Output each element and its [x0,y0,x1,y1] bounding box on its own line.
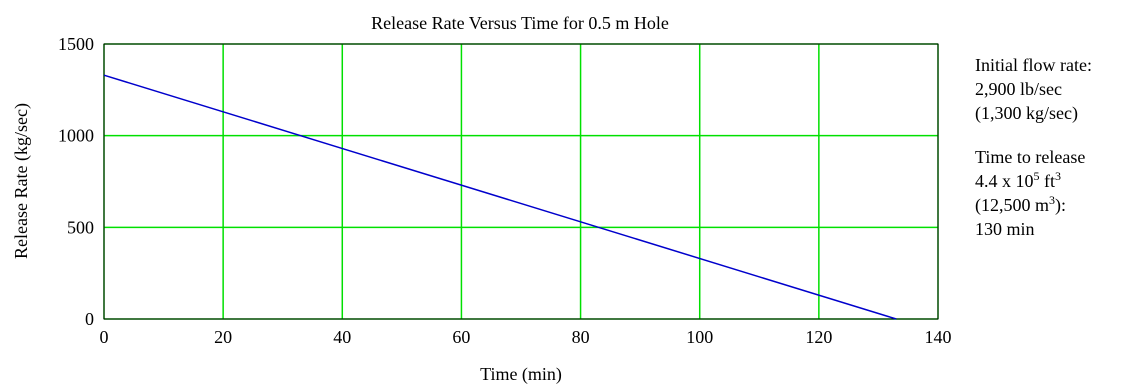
flow-english: 2,900 lb/sec [975,79,1062,99]
x-axis-label: Time (min) [480,364,562,385]
y-tick-label: 0 [85,309,94,329]
y-tick-label: 1500 [58,34,94,54]
volume-metric-close: ): [1055,195,1066,215]
volume-metric-exponent: 3 [1049,193,1055,207]
volume-english-base: 4.4 x 10 [975,171,1034,191]
release-time: 130 min [975,219,1035,239]
x-tick-label: 20 [214,327,232,347]
series-layer [103,74,897,320]
x-tick-label: 140 [925,327,952,347]
volume-english-unit: ft [1039,171,1055,191]
volume-english-exponent: 5 [1033,169,1040,183]
series-line-0 [103,74,897,320]
flow-metric: (1,300 kg/sec) [975,103,1078,123]
annotation-panel: Initial flow rate: 2,900 lb/sec (1,300 k… [975,53,1140,241]
flow-heading: Initial flow rate: [975,55,1092,75]
x-tick-label: 120 [805,327,832,347]
release-heading: Time to release [975,147,1086,167]
y-axis-label: Release Rate (kg/sec) [11,103,32,259]
volume-metric-open: (12,500 m [975,195,1049,215]
x-tick-label: 0 [100,327,109,347]
volume-english-unit-exponent: 3 [1055,169,1061,183]
x-tick-labels: 0 20 40 60 80 100 120 140 [100,327,952,347]
chart-title: Release Rate Versus Time for 0.5 m Hole [371,13,669,33]
y-tick-label: 1000 [58,126,94,146]
grid-lines [103,43,939,320]
volume-english: 4.4 x 105 ft3 [975,169,1140,193]
x-tick-label: 100 [686,327,713,347]
y-tick-label: 500 [67,217,94,237]
y-tick-labels: 0 500 1000 1500 [58,34,94,329]
x-tick-label: 80 [572,327,590,347]
plot-frame [103,43,939,320]
x-tick-label: 40 [333,327,351,347]
x-tick-label: 60 [452,327,470,347]
volume-metric: (12,500 m3): [975,193,1140,217]
